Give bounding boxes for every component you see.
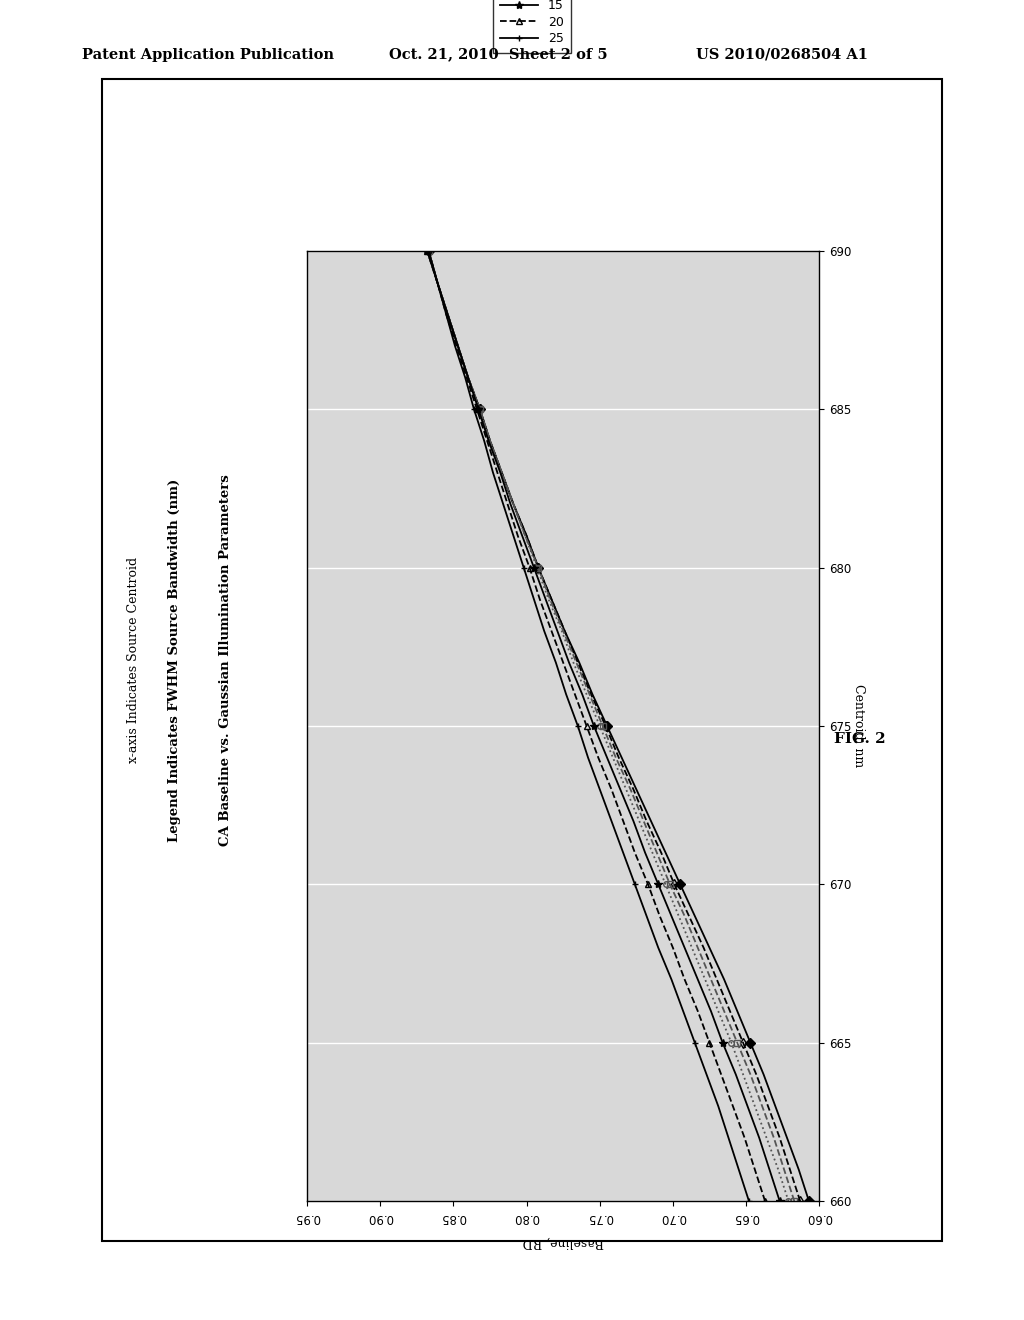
Text: x-axis Indicates Source Centroid: x-axis Indicates Source Centroid bbox=[127, 557, 139, 763]
Text: Legend Indicates FWHM Source Bandwidth (nm): Legend Indicates FWHM Source Bandwidth (… bbox=[168, 478, 180, 842]
X-axis label: Baseline, RD: Baseline, RD bbox=[522, 1236, 604, 1247]
Text: CA Baseline vs. Gaussian Illumination Parameters: CA Baseline vs. Gaussian Illumination Pa… bbox=[219, 474, 231, 846]
Text: Patent Application Publication: Patent Application Publication bbox=[82, 48, 334, 62]
Text: Oct. 21, 2010  Sheet 2 of 5: Oct. 21, 2010 Sheet 2 of 5 bbox=[389, 48, 608, 62]
Legend: 5, 8, 10, 12, 15, 20, 25: 5, 8, 10, 12, 15, 20, 25 bbox=[493, 0, 571, 53]
Text: US 2010/0268504 A1: US 2010/0268504 A1 bbox=[696, 48, 868, 62]
Text: FIG. 2: FIG. 2 bbox=[835, 733, 886, 746]
Y-axis label: Centroid, nm: Centroid, nm bbox=[852, 684, 865, 768]
